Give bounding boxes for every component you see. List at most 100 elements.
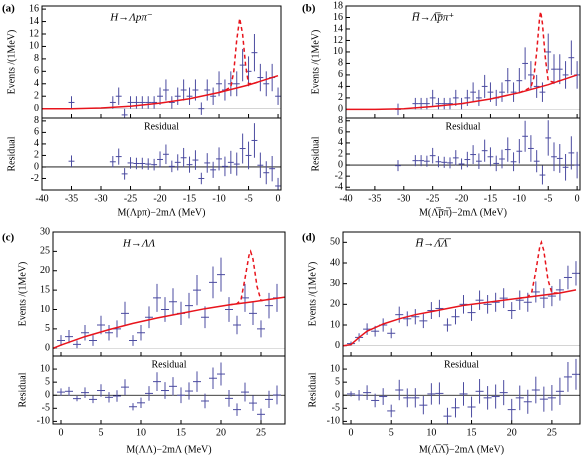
x-tick-label: -5: [544, 193, 552, 204]
residual-y-tick-label: -10: [327, 416, 340, 427]
y-tick-label: 20: [330, 299, 340, 310]
residual-y-axis-label: Residual: [310, 136, 321, 171]
x-axis-label: M(Λ̅Λ̅)−2mΛ (MeV): [419, 444, 504, 455]
residual-y-tick-label: 0: [335, 390, 340, 401]
residual-y-tick-label: -5: [332, 403, 340, 414]
x-axis-label: M(Λ̅p̅π̅)−2mΛ (MeV): [419, 207, 507, 218]
y-tick-label: 2: [338, 92, 343, 103]
y-tick-label: 10: [40, 304, 50, 315]
panel-label: (a): [2, 3, 15, 15]
residual-title: Residual: [144, 121, 179, 132]
y-tick-label: 8: [338, 58, 343, 69]
residual-y-tick-label: 0: [338, 159, 343, 170]
signal-curve: [519, 239, 560, 299]
residual-y-tick-label: -2: [31, 173, 39, 184]
residual-y-tick-label: 2: [338, 148, 343, 159]
residual-title: Residual: [446, 121, 481, 132]
x-tick-label: 5: [389, 427, 394, 438]
y-tick-label: 12: [29, 28, 39, 39]
y-tick-label: 12: [333, 35, 343, 46]
residual-title: Residual: [444, 359, 479, 370]
y-tick-label: 6: [338, 69, 343, 80]
residual-y-axis-label: Residual: [17, 372, 28, 407]
residual-y-tick-label: 10: [40, 363, 50, 374]
x-tick-label: 20: [507, 427, 517, 438]
signal-curve: [228, 249, 270, 306]
residual-y-tick-label: 5: [335, 376, 340, 387]
x-tick-label: -15: [484, 193, 497, 204]
y-tick-label: 0: [34, 103, 39, 114]
x-tick-label: -30: [94, 193, 107, 204]
x-tick-label: 20: [216, 427, 226, 438]
y-tick-label: 4: [34, 78, 39, 89]
x-tick-label: 25: [256, 427, 266, 438]
x-tick-label: -40: [339, 193, 352, 204]
fit-curve: [53, 296, 285, 349]
fit-curve: [346, 74, 578, 111]
x-tick-label: -5: [244, 193, 252, 204]
residual-y-tick-label: 0: [34, 161, 39, 172]
residual-y-tick-label: 6: [338, 126, 343, 137]
x-tick-label: -10: [212, 193, 225, 204]
residual-y-tick-label: 2: [34, 150, 39, 161]
residual-y-tick-label: 4: [338, 137, 343, 148]
y-tick-label: 20: [40, 265, 50, 276]
x-tick-label: 15: [467, 427, 477, 438]
residual-y-tick-label: -4: [335, 182, 343, 193]
panel-title: H→ΛΛ: [122, 238, 156, 250]
x-tick-label: 10: [136, 427, 146, 438]
x-tick-label: 0: [349, 427, 354, 438]
residual-y-tick-label: -5: [42, 403, 50, 414]
y-axis-label: Events /(1MeV): [310, 30, 321, 95]
x-tick-label: -20: [455, 193, 468, 204]
x-tick-label: 0: [575, 193, 580, 204]
residual-frame: [41, 117, 282, 191]
x-axis-label: M(ΛΛ)−2mΛ (MeV): [126, 444, 211, 455]
y-tick-label: 4: [338, 81, 343, 92]
y-tick-label: 30: [330, 278, 340, 289]
panel-title: H̅→Λ̅Λ̅: [414, 238, 451, 250]
y-tick-label: 40: [330, 257, 340, 268]
panel-label: (d): [302, 232, 316, 244]
residual-frame: [345, 117, 581, 191]
residual-y-tick-label: 5: [45, 376, 50, 387]
residual-y-tick-label: 10: [330, 363, 340, 374]
y-tick-label: 30: [40, 226, 50, 237]
x-tick-label: -20: [153, 193, 166, 204]
y-tick-label: 50: [330, 237, 340, 248]
residual-y-axis-label: Residual: [6, 136, 17, 171]
x-tick-label: -35: [65, 193, 78, 204]
x-tick-label: -30: [397, 193, 410, 204]
plot-frame: [345, 5, 581, 119]
x-tick-label: -10: [513, 193, 526, 204]
residual-y-tick-label: 8: [338, 115, 343, 126]
residual-y-tick-label: -10: [37, 416, 50, 427]
panel-label: (c): [2, 232, 15, 244]
y-tick-label: 16: [29, 3, 39, 14]
residual-y-tick-label: 8: [34, 115, 39, 126]
x-tick-label: -35: [368, 193, 381, 204]
y-axis-label: Events /(1MeV): [17, 262, 28, 327]
residual-y-tick-label: -2: [335, 170, 343, 181]
x-tick-label: 10: [426, 427, 436, 438]
panel: (d) 0 10 20 30 40 50 -10 -5 0 5 10 0 5 10 15 20 25 H̅→Λ̅Λ̅…: [302, 231, 581, 455]
residual-title: Residual: [152, 359, 187, 370]
y-tick-label: 18: [333, 0, 343, 11]
x-tick-label: 15: [176, 427, 186, 438]
panel: (c) 0 5 10 15 20 25 30 -10 -5 0 5 10 0 5 10 15 20 25 H→ΛΛ Re…: [2, 226, 286, 455]
fit-curve: [42, 74, 279, 110]
x-tick-label: 0: [276, 193, 281, 204]
x-tick-label: -25: [124, 193, 137, 204]
y-tick-label: 25: [40, 246, 50, 257]
y-tick-label: 14: [29, 16, 39, 27]
signal-curve: [519, 11, 561, 94]
x-axis-label: M(Λpπ)−2mΛ (MeV): [118, 207, 206, 218]
residual-y-tick-label: 4: [34, 138, 39, 149]
x-tick-label: 5: [99, 427, 104, 438]
y-tick-label: 2: [34, 91, 39, 102]
y-tick-label: 0: [45, 343, 50, 354]
y-tick-label: 6: [34, 66, 39, 77]
